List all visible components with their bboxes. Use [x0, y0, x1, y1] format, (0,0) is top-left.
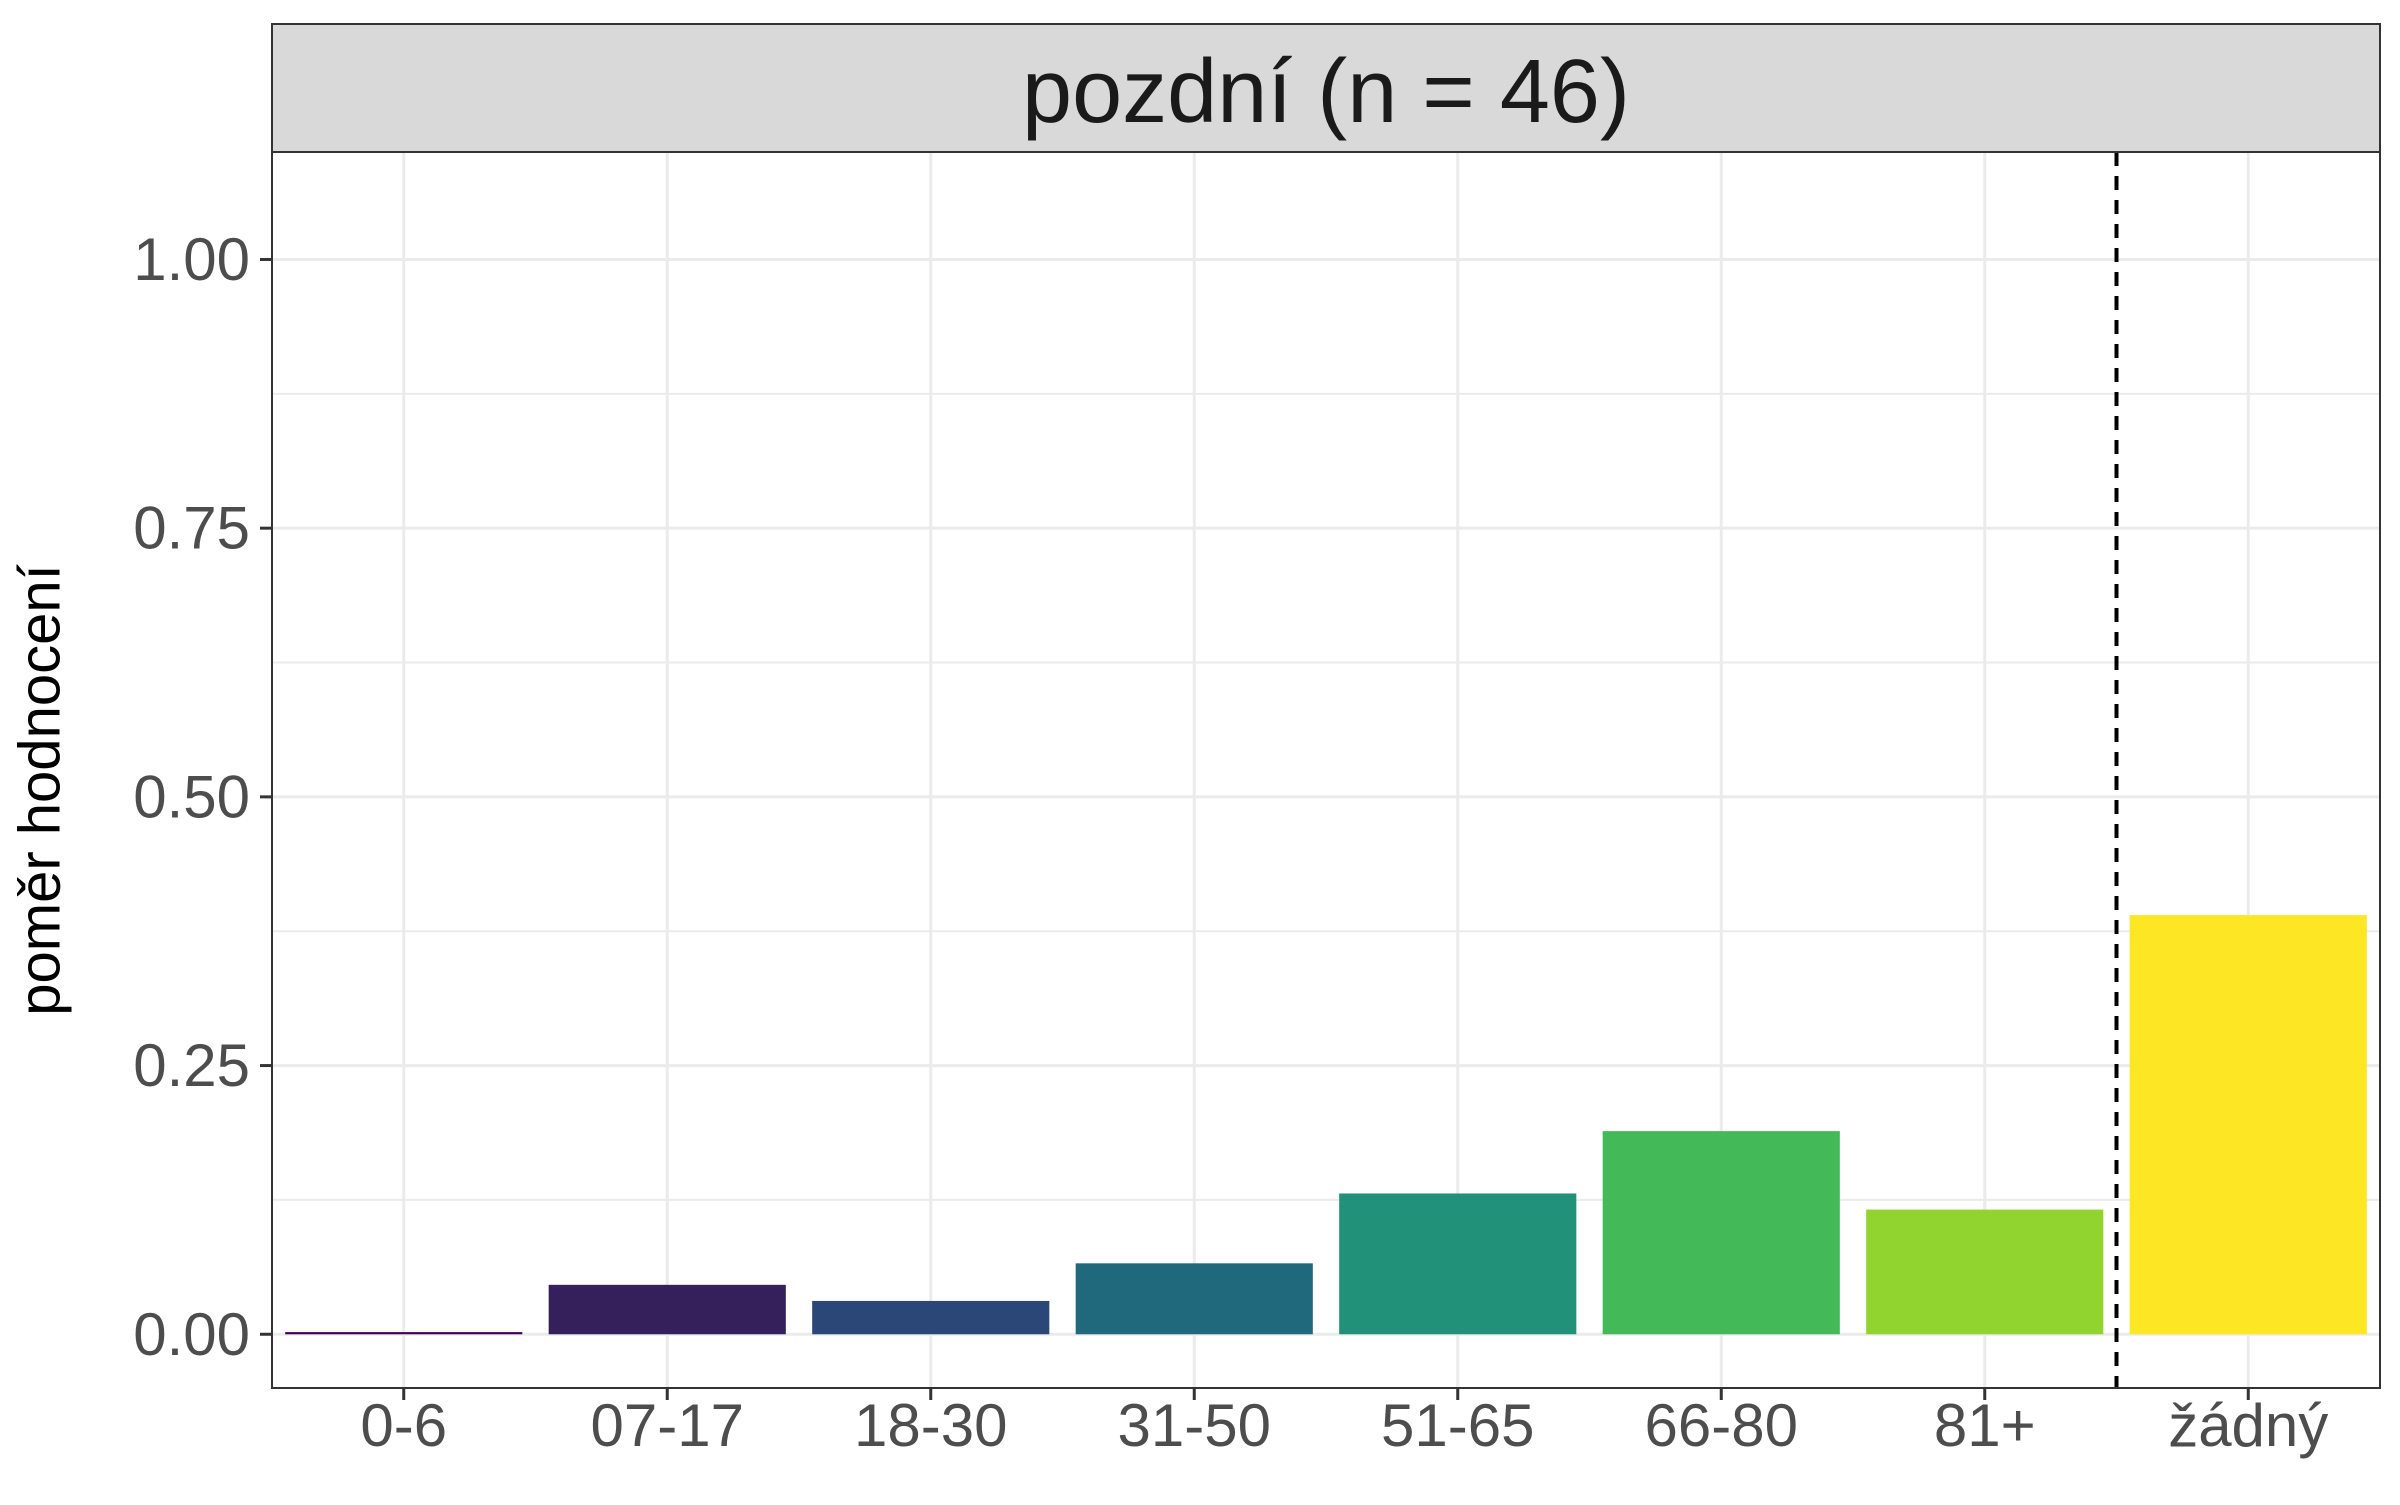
y-axis: 0.00 0.25 0.50 0.75 1.00: [133, 226, 272, 1368]
y-tick-label: 0.75: [133, 495, 250, 562]
y-tick-label: 1.00: [133, 226, 250, 293]
bar-žádný: [2129, 915, 2367, 1335]
y-tick-label: 0.25: [133, 1032, 250, 1099]
x-tick-label: 18-30: [854, 1392, 1007, 1459]
facet-strip: pozdní (n = 46): [271, 23, 2381, 153]
x-tick-label: 0-6: [360, 1392, 447, 1459]
grid-lines: [272, 152, 2380, 1388]
facet-strip-label: pozdní (n = 46): [1022, 42, 1630, 142]
bar-81+: [1866, 1209, 2104, 1335]
x-tick-label: 51-65: [1381, 1392, 1534, 1459]
x-tick-label: 07-17: [591, 1392, 744, 1459]
x-tick-label: žádný: [2168, 1392, 2328, 1459]
x-tick-label: 81+: [1934, 1392, 2036, 1459]
facet-strip-background: [271, 23, 2381, 153]
bar-07-17: [548, 1284, 786, 1335]
y-axis-title: poměr hodnocení: [8, 564, 73, 1015]
x-tick-label: 31-50: [1118, 1392, 1271, 1459]
bar-31-50: [1075, 1263, 1313, 1335]
bars: [285, 915, 2367, 1335]
x-axis: 0-6 07-17 18-30 31-50 51-65 66-80 81+ žádný: [360, 1388, 2328, 1459]
bar-66-80: [1602, 1131, 1840, 1335]
bar-0-6: [285, 1332, 523, 1335]
panel-border: [271, 151, 2381, 1389]
y-tick-label: 0.00: [133, 1301, 250, 1368]
bar-51-65: [1339, 1193, 1577, 1335]
x-tick-label: 66-80: [1645, 1392, 1798, 1459]
y-tick-label: 0.50: [133, 763, 250, 830]
bar-18-30: [812, 1300, 1050, 1335]
